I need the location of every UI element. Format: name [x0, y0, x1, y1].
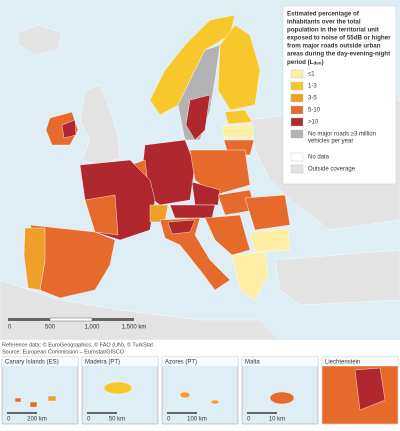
legend-swatch [290, 164, 304, 174]
africa [0, 279, 281, 341]
legend-label: No major roads ≥3 million [308, 132, 376, 138]
inset-title: Canary Islands (ES) [5, 360, 59, 366]
inset-land [210, 399, 220, 405]
inset-title-bg [162, 357, 238, 366]
inset-scale-label: 0 [167, 417, 171, 423]
inset-land [179, 391, 191, 399]
czechia [191, 181, 221, 206]
legend-swatch [290, 152, 304, 162]
reference: Reference data: © EuroGeographics, © FAO… [2, 341, 153, 355]
scale-bar: 0 500 1,000 1,500 km [8, 317, 147, 331]
inset-scale-label: 0 [247, 417, 251, 423]
legend-label: No data [308, 155, 330, 161]
legend-title-part: den [313, 61, 321, 66]
reference-text: Reference data: © EuroGeographics, © FAO… [2, 341, 153, 348]
sweden-south [185, 94, 211, 141]
insets: Canary Islands (ES) 0 200 km Madeira (PT) 0 5… [1, 356, 399, 425]
balkans [204, 214, 251, 256]
legend-label: Outside coverage [308, 167, 356, 173]
inset-title: Madeira (PT) [85, 360, 120, 366]
bulgaria [249, 227, 291, 253]
inset-title-bg [322, 357, 398, 366]
reference-text: Source: European Commission – Eurostat/G… [2, 349, 125, 355]
inset-land [47, 395, 57, 402]
inset-land [103, 381, 133, 395]
scale-label: 1,000 [84, 325, 100, 331]
inset-land [29, 401, 38, 408]
legend-label: ≤1 [308, 72, 315, 78]
scale-label: 500 [45, 325, 56, 331]
ireland-east [61, 119, 77, 139]
iceland [17, 24, 63, 56]
inset-land [354, 367, 386, 411]
scale-seg [49, 317, 93, 322]
inset-title: Liechtenstein [325, 360, 360, 366]
legend-label: 3-5 [308, 96, 317, 102]
legend-swatch [290, 69, 304, 79]
legend-title-part: ) [321, 59, 323, 66]
inset-scale-bar [7, 412, 37, 414]
inset-scale-label: 100 km [187, 417, 207, 423]
inset-scale-bar [167, 412, 197, 414]
poland [189, 149, 251, 196]
uk [79, 84, 121, 166]
inset-title: Malta [245, 360, 260, 366]
greece [231, 251, 269, 301]
inset-title-bg [242, 357, 318, 366]
romania [244, 194, 291, 231]
inset-scale-label: 0 [7, 417, 11, 423]
scale-label: 1,500 km [122, 325, 147, 331]
legend-title: Estimated percentage of [287, 11, 360, 18]
scale-seg [92, 318, 134, 321]
inset-scale-bar [87, 412, 117, 414]
turkey [274, 249, 400, 306]
legend-title: population in the territorial unit [287, 27, 379, 34]
inset-title-bg [82, 357, 158, 366]
legend-title: from major roads outside urban [287, 43, 381, 50]
legend-title: period (Lden) [287, 59, 324, 66]
scale-seg [8, 318, 50, 321]
austria [169, 204, 216, 219]
legend-title-part: period (L [287, 59, 314, 66]
legend-swatch [290, 93, 304, 103]
scale-label: 0 [8, 325, 12, 331]
legend-label: 1-3 [308, 84, 317, 90]
latvia [221, 123, 255, 139]
italy-north [167, 219, 196, 235]
inset-land [14, 397, 22, 403]
inset-scale-label: 200 km [27, 417, 47, 423]
inset-scale-label: 10 km [269, 417, 285, 423]
inset-scale-label: 0 [87, 417, 91, 423]
estonia [224, 109, 253, 125]
legend-swatch [290, 129, 304, 139]
italy [159, 217, 231, 291]
inset-scale-bar [247, 412, 277, 414]
legend-label: >10 [308, 120, 319, 126]
finland [217, 24, 261, 111]
legend-swatch [290, 117, 304, 127]
legend-title: exposed to noise of 55dB or higher [287, 35, 391, 42]
portugal [23, 227, 46, 291]
legend-label: 5-10 [308, 108, 321, 114]
legend-title: areas during the day-evening-night [287, 51, 390, 58]
inset-scale-label: 50 km [109, 417, 125, 423]
ireland [45, 111, 79, 146]
legend-swatch [290, 81, 304, 91]
legend-title: inhabitants over the total [287, 19, 361, 26]
switzerland [149, 204, 169, 223]
inset-land [269, 391, 295, 405]
inset-title-bg [2, 357, 78, 366]
legend-swatch [290, 105, 304, 115]
france-west [84, 194, 119, 236]
inset-title: Azores (PT) [165, 360, 197, 366]
legend-label: vehicles per year [308, 139, 353, 145]
